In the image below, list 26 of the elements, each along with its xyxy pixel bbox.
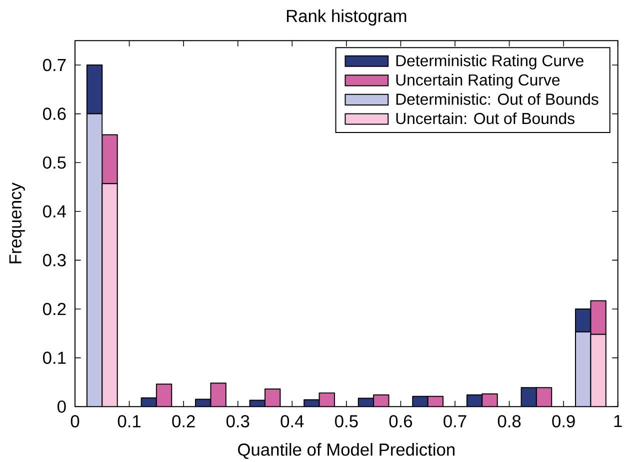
x-tick-label: 1 — [614, 414, 622, 427]
y-axis-title: Frequency — [9, 182, 25, 264]
x-tick-label: 0.1 — [118, 414, 141, 428]
x-tick-label: 0 — [70, 414, 80, 428]
x-tick-label: 0.5 — [335, 414, 358, 428]
chart-title: Rank histogram — [286, 9, 406, 26]
x-tick-label: 0.2 — [172, 414, 195, 428]
x-axis-title: Quantile of Model Prediction — [238, 442, 454, 459]
legend-label: Deterministic: Out of Bounds — [396, 93, 598, 105]
legend-label: Deterministic Rating Curve — [396, 54, 584, 70]
x-tick-label: 0.6 — [389, 414, 412, 428]
y-tick-label: 0.2 — [43, 302, 66, 316]
y-tick-label: 0.4 — [43, 205, 66, 218]
x-tick-label: 0.7 — [444, 414, 466, 428]
legend-label: Uncertain Rating Curve — [396, 74, 560, 89]
y-tick-label: 0.7 — [43, 58, 66, 72]
x-tick-label: 0.4 — [280, 414, 304, 428]
y-tick-label: 0.3 — [43, 254, 66, 266]
y-tick-label: 0.6 — [43, 108, 66, 120]
x-tick-label: 0.8 — [498, 414, 521, 428]
y-tick-label: 0 — [58, 400, 66, 413]
y-tick-label: 0.1 — [43, 352, 66, 364]
x-tick-label: 0.3 — [226, 414, 250, 428]
legend-label: Uncertain: Out of Bounds — [396, 112, 574, 124]
y-tick-label: 0.5 — [43, 156, 66, 169]
x-tick-label: 0.9 — [552, 414, 575, 428]
